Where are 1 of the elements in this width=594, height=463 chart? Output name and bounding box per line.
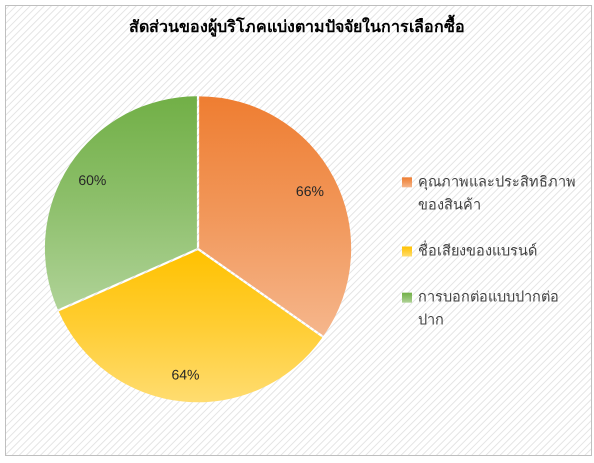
title: สัดส่วนของผู้บริโภคแบ่งตามปัจจัยในการเลือกซื้อ [127, 13, 467, 43]
